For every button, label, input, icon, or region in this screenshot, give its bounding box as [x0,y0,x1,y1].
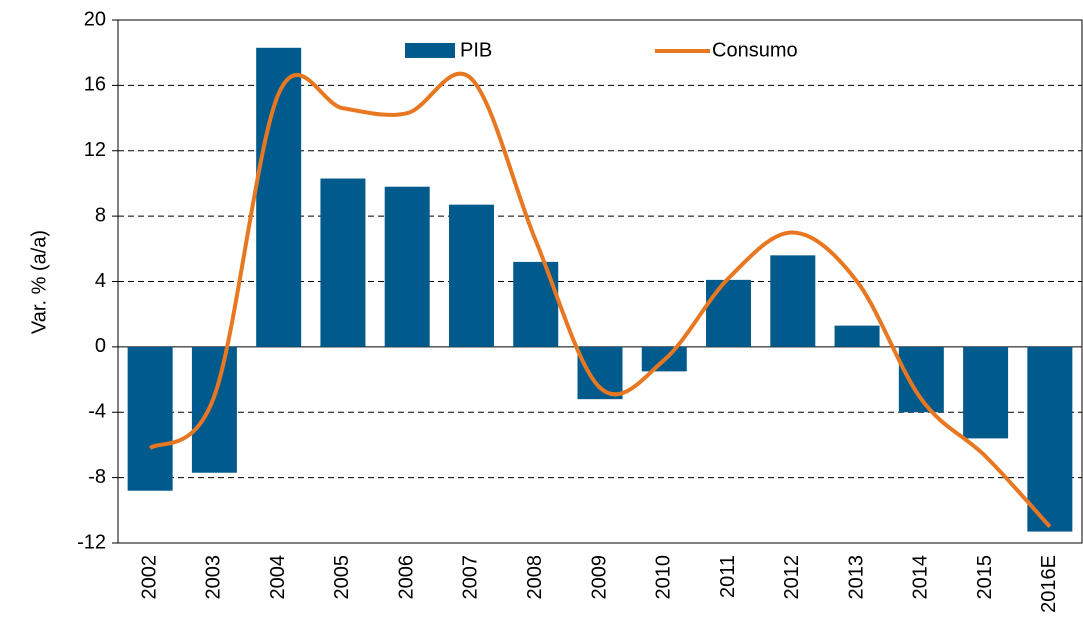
x-tick-label: 2009 [588,555,610,600]
y-tick-label: 0 [95,335,106,357]
y-tick-label: 8 [95,204,106,226]
x-tick-label: 2002 [138,555,160,600]
bar [1027,346,1073,532]
legend-label: PIB [460,39,492,61]
legend-swatch [405,43,455,58]
y-tick-label: 16 [84,74,106,96]
plot-frame [117,19,1083,544]
y-tick-label: 12 [84,139,106,161]
x-tick-label: 2013 [845,555,867,600]
x-tick-label: 2007 [460,555,482,600]
y-tick-label: -12 [77,531,106,553]
x-tick-label: 2006 [395,555,417,600]
legend-label: Consumo [712,39,798,61]
bar [834,325,880,347]
bar [384,186,430,347]
x-tick-label: 2016E [1038,555,1060,613]
bar [963,346,1009,439]
bar [513,261,559,347]
line [148,71,1052,529]
bar [577,346,623,400]
bar [770,255,816,347]
x-tick-label: 2003 [203,555,225,600]
bar [127,346,173,491]
bar [448,204,494,347]
y-tick-label: -8 [88,466,106,488]
x-tick-label: 2015 [974,555,996,600]
x-tick-label: 2010 [653,555,675,600]
x-tick-label: 2004 [267,555,289,600]
x-tick-label: 2005 [331,555,353,600]
y-tick-label: 4 [95,270,106,292]
bar [191,346,237,473]
y-tick-label: -4 [88,401,106,423]
x-tick-label: 2012 [781,555,803,600]
x-tick-label: 2008 [524,555,546,600]
y-tick-label: 20 [84,8,106,30]
bar [320,178,366,347]
x-tick-label: 2014 [910,555,932,600]
y-axis-label: Var. % (a/a) [28,230,50,334]
bar [706,279,752,347]
x-tick-label: 2011 [717,555,739,598]
